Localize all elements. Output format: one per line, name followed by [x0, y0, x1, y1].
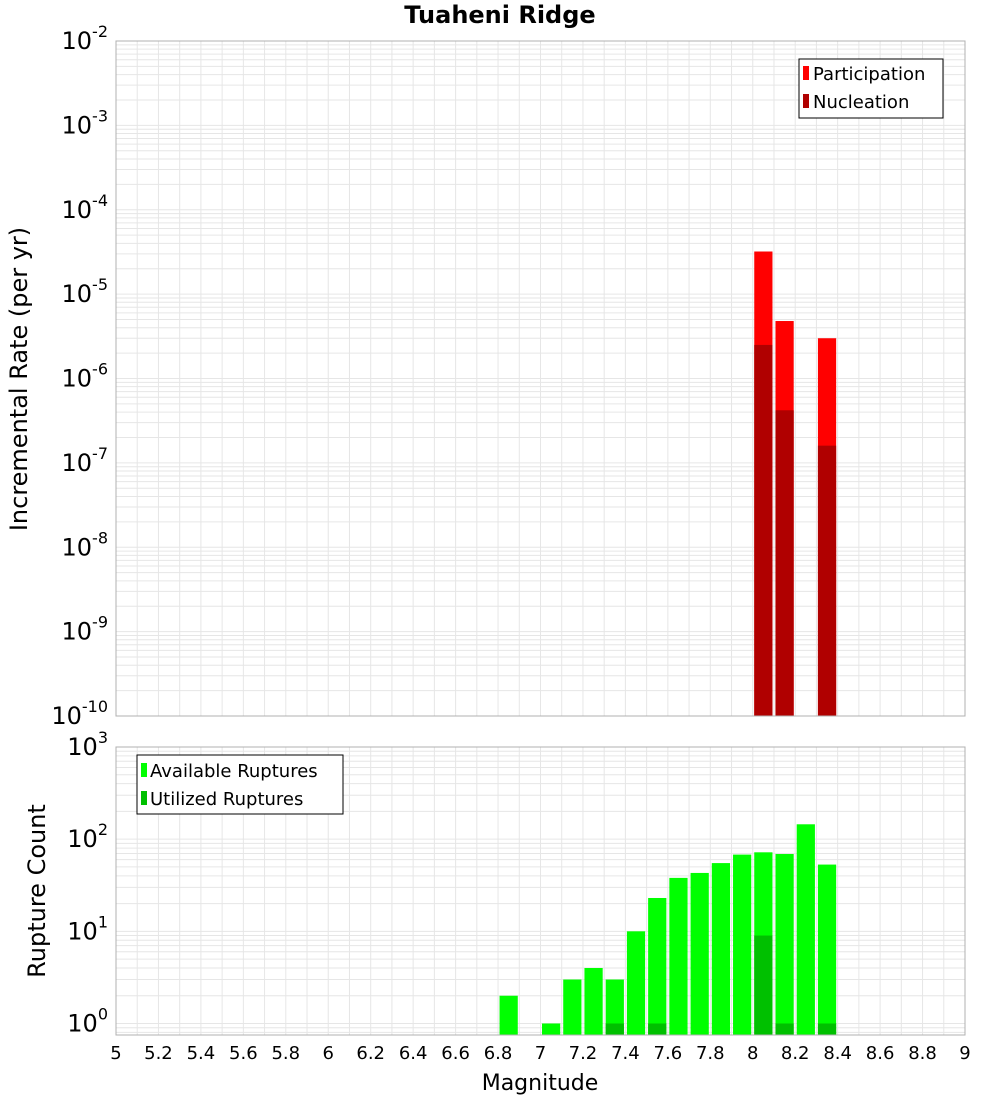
top-plot-frame — [115, 40, 966, 717]
top-plot-bars — [754, 251, 837, 716]
bottom-available-ruptures-bar — [775, 854, 794, 1035]
bottom-y-tick-label: 102 — [67, 820, 108, 853]
bottom-legend-box — [136, 754, 344, 815]
x-tick-label: 6.2 — [356, 1043, 385, 1064]
top-y-tick-label: 10-6 — [62, 360, 109, 393]
available-legend-label: Available Ruptures — [150, 761, 318, 782]
bottom-available-ruptures-bar — [648, 897, 667, 1035]
top-y-axis-label: Incremental Rate (per yr) — [5, 227, 33, 531]
top-y-tick-label: 10-2 — [62, 22, 109, 55]
bottom-available-ruptures-bar — [584, 967, 603, 1035]
x-tick-label: 8.6 — [866, 1043, 895, 1064]
bottom-available-ruptures-bar — [542, 1023, 561, 1035]
bottom-available-ruptures-bar — [626, 931, 646, 1035]
x-tick-label: 5.6 — [229, 1043, 258, 1064]
bottom-legend: Available Ruptures Utilized Ruptures — [136, 754, 344, 815]
top-y-tick-label: 10-5 — [62, 275, 109, 308]
bottom-y-tick-label: 100 — [67, 1004, 108, 1037]
nucleation-legend-swatch — [803, 94, 809, 108]
bottom-available-ruptures-bar — [690, 872, 709, 1035]
utilized-legend-swatch — [141, 791, 147, 805]
bottom-available-ruptures-bar — [796, 824, 815, 1035]
participation-legend-label: Participation — [813, 64, 925, 85]
top-nucleation-bar — [817, 445, 837, 716]
x-tick-label: 8.8 — [908, 1043, 937, 1064]
top-plot-y-ticks: 10-10 10-9 10-8 10-7 10-6 10-5 10-4 10-3 10-2 — [51, 22, 108, 730]
utilized-legend-label: Utilized Ruptures — [150, 789, 303, 810]
x-tick-label: 5.2 — [144, 1043, 173, 1064]
top-y-tick-label: 10-3 — [62, 106, 109, 139]
top-y-tick-label: 10-8 — [62, 528, 109, 561]
x-tick-label: 8 — [747, 1043, 758, 1064]
x-tick-label: 5.4 — [187, 1043, 216, 1064]
top-y-tick-label: 10-10 — [51, 697, 108, 730]
bottom-plot-bars — [499, 824, 837, 1035]
chart-title: Tuaheni Ridge — [404, 1, 595, 29]
top-nucleation-bar — [754, 344, 773, 716]
bottom-utilized-ruptures-bar — [775, 1023, 794, 1035]
top-nucleation-bar — [775, 410, 794, 716]
bottom-utilized-ruptures-bar — [605, 1023, 624, 1035]
top-y-tick-label: 10-9 — [62, 613, 109, 646]
bottom-available-ruptures-bar — [733, 854, 752, 1035]
bottom-available-ruptures-bar — [605, 979, 624, 1035]
top-y-tick-label: 10-7 — [62, 444, 109, 477]
x-tick-label: 6.6 — [441, 1043, 470, 1064]
top-legend-box — [798, 58, 944, 119]
bottom-plot-frame — [115, 746, 966, 1036]
bottom-available-ruptures-bar — [669, 877, 688, 1035]
participation-legend-swatch — [803, 66, 809, 80]
bottom-available-ruptures-bar — [563, 979, 582, 1035]
x-axis-label: Magnitude — [482, 1071, 599, 1096]
top-plot-grid — [115, 41, 966, 717]
x-tick-label: 9 — [959, 1043, 970, 1064]
bottom-available-ruptures-bar — [817, 864, 837, 1035]
x-tick-label: 8.2 — [781, 1043, 810, 1064]
bottom-y-axis-label: Rupture Count — [23, 804, 51, 978]
available-legend-swatch — [141, 763, 147, 777]
x-tick-label: 7.4 — [611, 1043, 640, 1064]
top-y-tick-label: 10-4 — [62, 191, 109, 224]
bottom-available-ruptures-bar — [711, 863, 731, 1035]
bottom-plot-y-ticks: 100 101 102 103 — [67, 728, 108, 1037]
bottom-available-ruptures-bar — [499, 995, 518, 1035]
x-tick-label: 5.8 — [271, 1043, 300, 1064]
x-tick-label: 6 — [323, 1043, 334, 1064]
x-tick-label: 6.4 — [399, 1043, 428, 1064]
bottom-utilized-ruptures-bar — [648, 1023, 667, 1035]
top-legend: Participation Nucleation — [798, 58, 944, 119]
x-tick-label: 7.6 — [654, 1043, 683, 1064]
x-tick-label: 6.8 — [484, 1043, 513, 1064]
x-tick-label: 8.4 — [823, 1043, 852, 1064]
x-axis-ticks: 5 5.2 5.4 5.6 5.8 6 6.2 6.4 6.6 6.8 7 7.2 7.4 7.6 7.8 8… — [110, 1043, 970, 1064]
x-tick-label: 7.8 — [696, 1043, 725, 1064]
bottom-utilized-ruptures-bar — [754, 935, 773, 1035]
bottom-y-tick-label: 103 — [67, 728, 108, 761]
nucleation-legend-label: Nucleation — [813, 92, 909, 113]
bottom-y-tick-label: 101 — [67, 912, 108, 945]
x-tick-label: 5 — [110, 1043, 121, 1064]
x-tick-label: 7.2 — [569, 1043, 598, 1064]
x-tick-label: 7 — [535, 1043, 546, 1064]
bottom-utilized-ruptures-bar — [817, 1023, 837, 1035]
